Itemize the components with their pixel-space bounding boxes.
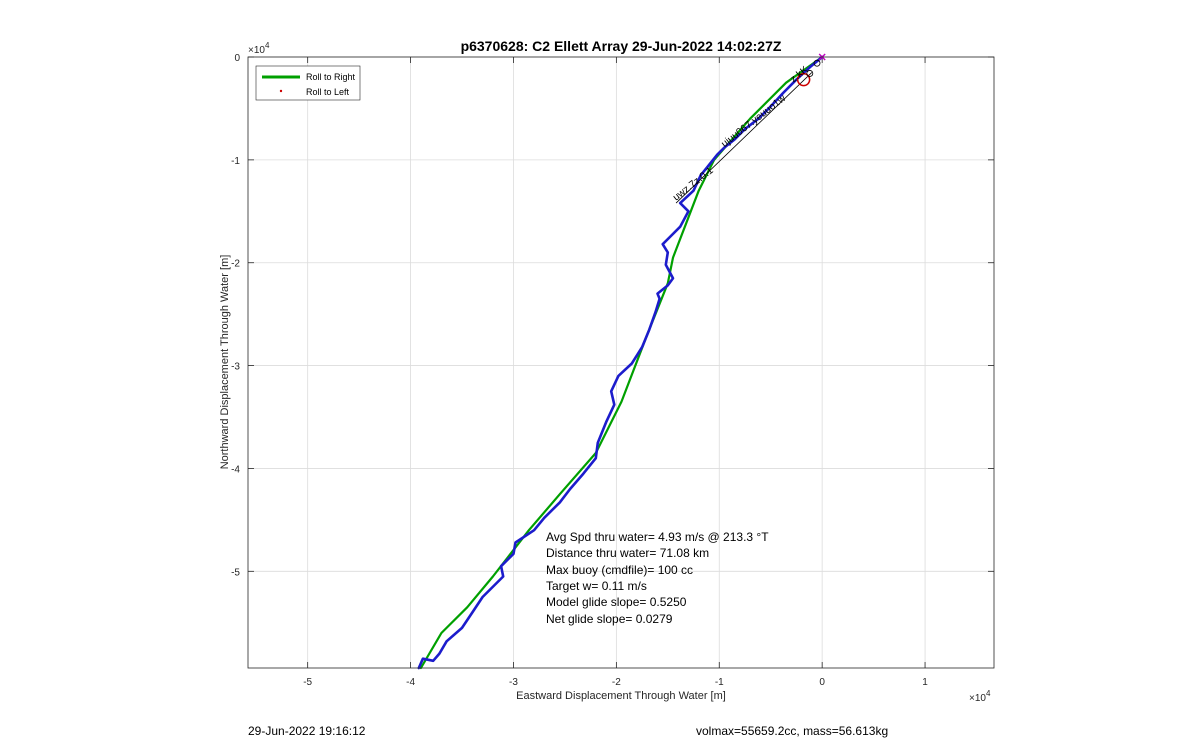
series-track-line bbox=[417, 55, 824, 670]
plot-frame bbox=[247, 56, 995, 669]
waypoint-dot bbox=[813, 59, 821, 67]
stat-net-glide: Net glide slope= 0.0279 bbox=[546, 612, 673, 626]
x-exponent-label: ×104 bbox=[969, 689, 991, 704]
stats-annotations: Avg Spd thru water= 4.93 m/s @ 213.3 °T … bbox=[546, 530, 769, 626]
x-tick-label: -4 bbox=[406, 677, 415, 688]
x-tick-label: 1 bbox=[922, 677, 928, 688]
y-exponent-power: 4 bbox=[265, 41, 270, 50]
waypoint-circle bbox=[796, 72, 811, 87]
footer-volmax-mass: volmax=55659.2cc, mass=56.613kg bbox=[696, 724, 889, 738]
x-axis-label: Eastward Displacement Through Water [m] bbox=[516, 690, 726, 702]
x-exponent-power: 4 bbox=[986, 689, 991, 698]
footer-timestamp: 29-Jun-2022 19:16:12 bbox=[248, 724, 366, 738]
series-group bbox=[417, 55, 824, 670]
y-exponent-base: ×10 bbox=[248, 45, 265, 56]
chart-title: p6370628: C2 Ellett Array 29-Jun-2022 14… bbox=[461, 38, 782, 54]
y-tick-label: -1 bbox=[231, 156, 240, 167]
y-tick-label: -4 bbox=[231, 464, 240, 475]
legend-roll-right-label: Roll to Right bbox=[306, 72, 356, 82]
series-roll-to-right-line bbox=[419, 55, 824, 670]
plot-background bbox=[248, 57, 994, 668]
y-axis-label: Northward Displacement Through Water [m] bbox=[219, 255, 231, 470]
stat-avg-speed: Avg Spd thru water= 4.93 m/s @ 213.3 °T bbox=[546, 530, 769, 544]
x-exponent-base: ×10 bbox=[969, 693, 986, 704]
stat-max-buoy: Max buoy (cmdfile)= 100 cc bbox=[546, 563, 693, 577]
x-tick-label: 0 bbox=[819, 677, 825, 688]
waypoint-dot bbox=[806, 70, 814, 77]
axis-ticks: -5 -4 -3 -2 -1 0 1 0 -1 -2 -3 -4 -5 bbox=[231, 53, 994, 688]
x-tick-label: -2 bbox=[612, 677, 621, 688]
waypoint-leader-line bbox=[675, 72, 813, 204]
x-tick-label: -5 bbox=[303, 677, 312, 688]
y-tick-label: 0 bbox=[234, 53, 240, 64]
y-exponent-label: ×104 bbox=[248, 41, 270, 56]
stat-distance: Distance thru water= 71.08 km bbox=[546, 546, 709, 560]
legend-roll-left-swatch bbox=[279, 89, 283, 93]
legend: Roll to Right Roll to Left bbox=[255, 65, 361, 101]
stat-target-w: Target w= 0.11 m/s bbox=[546, 579, 647, 593]
legend-box bbox=[255, 65, 361, 101]
y-tick-label: -2 bbox=[231, 259, 240, 270]
legend-roll-left-label: Roll to Left bbox=[306, 87, 350, 97]
y-tick-label: -3 bbox=[231, 362, 240, 373]
stat-model-glide: Model glide slope= 0.5250 bbox=[546, 595, 687, 609]
x-tick-label: -1 bbox=[715, 677, 724, 688]
x-tick-label: -3 bbox=[509, 677, 518, 688]
y-tick-label: -5 bbox=[231, 567, 240, 578]
